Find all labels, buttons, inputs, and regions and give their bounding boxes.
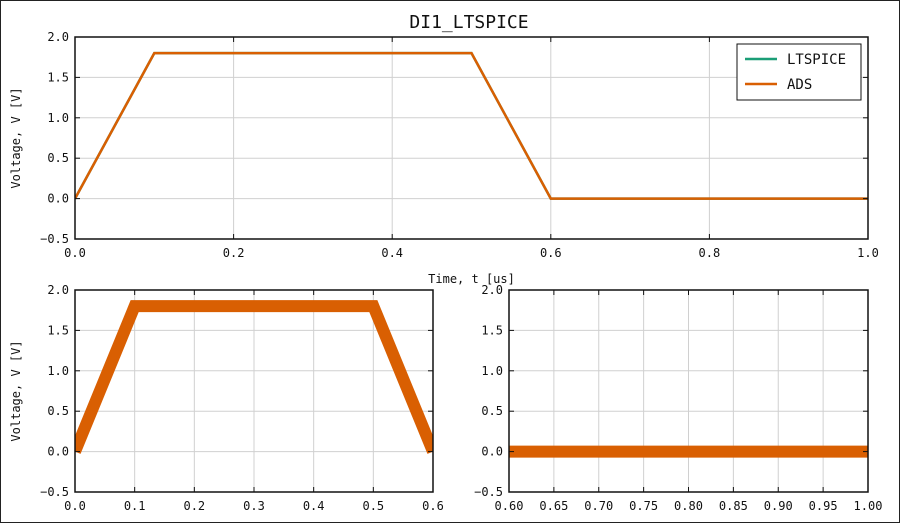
y-tick-label: 2.0 bbox=[47, 30, 69, 44]
y-tick-label: −0.5 bbox=[40, 485, 69, 499]
chart-panel-2: 0.0 0.1 0.2 0.3 0.4 0.5 0.6−0.50.00.51.01.52.0… bbox=[9, 283, 444, 513]
y-tick-label: 1.0 bbox=[47, 111, 69, 125]
legend-label-ltspice: LTSPICE bbox=[787, 52, 846, 68]
chart-panel-1: 0.0 0.2 0.4 0.6 0.8 1.0−0.50.00.51.01.52.0Vol… bbox=[9, 30, 879, 286]
x-tick-label: 0.85 bbox=[719, 499, 748, 513]
x-tick-label: 1.0 bbox=[857, 246, 879, 260]
x-tick-label: 0.2 bbox=[223, 246, 245, 260]
y-tick-label: −0.5 bbox=[40, 232, 69, 246]
legend: LTSPICE ADS bbox=[736, 43, 862, 101]
x-tick-label: 0.3 bbox=[243, 499, 265, 513]
x-tick-label: 0.80 bbox=[674, 499, 703, 513]
y-axis-label: Voltage, V [V] bbox=[9, 340, 23, 441]
x-tick-label: 0.4 bbox=[381, 246, 403, 260]
x-tick-label: 0.90 bbox=[764, 499, 793, 513]
series-line-ads bbox=[75, 51, 868, 200]
y-tick-label: 0.0 bbox=[481, 445, 503, 459]
y-tick-label: 0.5 bbox=[47, 151, 69, 165]
x-tick-label: 0.4 bbox=[303, 499, 325, 513]
y-tick-label: 1.0 bbox=[481, 364, 503, 378]
y-tick-label: 0.0 bbox=[47, 192, 69, 206]
x-axis-label: Time, t [us] bbox=[428, 272, 515, 286]
x-tick-label: 0.0 bbox=[64, 499, 86, 513]
x-tick-label: 0.6 bbox=[540, 246, 562, 260]
x-tick-label: 0.1 bbox=[124, 499, 146, 513]
y-tick-label: 2.0 bbox=[481, 283, 503, 297]
axes-frame bbox=[74, 36, 869, 240]
y-tick-label: 0.0 bbox=[47, 445, 69, 459]
x-tick-label: 1.00 bbox=[854, 499, 883, 513]
y-tick-label: 1.5 bbox=[47, 323, 69, 337]
x-tick-label: 0.70 bbox=[584, 499, 613, 513]
y-tick-label: 0.5 bbox=[47, 404, 69, 418]
y-tick-label: 1.5 bbox=[481, 323, 503, 337]
y-tick-label: 1.5 bbox=[47, 70, 69, 84]
y-tick-label: 0.5 bbox=[481, 404, 503, 418]
y-tick-label: −0.5 bbox=[474, 485, 503, 499]
x-tick-label: 0.95 bbox=[809, 499, 838, 513]
x-tick-label: 0.60 bbox=[495, 499, 524, 513]
x-tick-label: 0.6 bbox=[422, 499, 444, 513]
legend-box bbox=[736, 43, 862, 101]
x-tick-label: 0.65 bbox=[539, 499, 568, 513]
series-line-1 bbox=[75, 300, 433, 454]
legend-label-ads: ADS bbox=[787, 77, 812, 93]
x-tick-label: 0.2 bbox=[183, 499, 205, 513]
x-tick-label: 0.0 bbox=[64, 246, 86, 260]
x-tick-label: 0.5 bbox=[362, 499, 384, 513]
figure-title: DI1_LTSPICE bbox=[409, 12, 528, 33]
y-axis-label: Voltage, V [V] bbox=[9, 87, 23, 188]
x-tick-label: 0.75 bbox=[629, 499, 658, 513]
plot-area bbox=[75, 37, 868, 239]
chart-panel-3: 0.60 0.65 0.70 0.75 0.80 0.85 0.90 0.95 1.00 −0.5… bbox=[474, 283, 882, 513]
y-tick-label: 2.0 bbox=[47, 283, 69, 297]
y-tick-label: 1.0 bbox=[47, 364, 69, 378]
x-tick-label: 0.8 bbox=[699, 246, 721, 260]
